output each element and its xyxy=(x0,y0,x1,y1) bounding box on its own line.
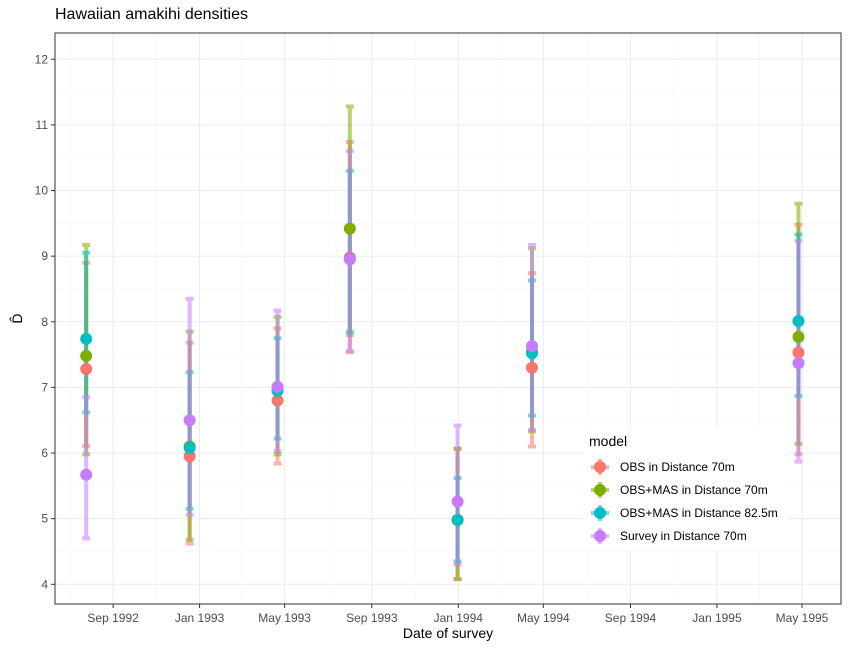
legend-key-point xyxy=(594,507,606,519)
data-point xyxy=(80,363,93,376)
data-point xyxy=(80,349,93,362)
legend-item: OBS+MAS in Distance 82.5m xyxy=(591,505,778,521)
legend-label: OBS in Distance 70m xyxy=(620,460,735,474)
legend-key-point xyxy=(594,461,606,473)
legend-label: OBS+MAS in Distance 70m xyxy=(620,483,768,497)
data-points xyxy=(80,222,805,526)
x-tick-label: Jan 1993 xyxy=(175,611,225,625)
data-point xyxy=(271,394,284,407)
error-bar xyxy=(82,250,91,415)
y-tick-label: 4 xyxy=(41,577,48,591)
legend-key-point xyxy=(594,530,606,542)
y-tick-label: 10 xyxy=(35,184,49,198)
y-tick-label: 12 xyxy=(35,52,49,66)
error-bar xyxy=(185,296,194,517)
data-point xyxy=(792,315,805,328)
legend-key xyxy=(591,528,609,544)
data-point xyxy=(792,357,805,370)
x-tick-label: Jan 1995 xyxy=(692,611,742,625)
data-point xyxy=(343,222,356,235)
plot-panel-border xyxy=(54,32,842,605)
x-axis-title: Date of survey xyxy=(403,625,493,641)
error-bar xyxy=(82,395,91,541)
legend-item: Survey in Distance 70m xyxy=(591,528,747,544)
y-axis-ticks: 4 5 6 7 8 9 10 11 12 xyxy=(35,52,55,591)
x-tick-label: Sep 1993 xyxy=(346,611,398,625)
legend-item: OBS+MAS in Distance 70m xyxy=(591,482,768,498)
y-tick-label: 6 xyxy=(41,446,48,460)
data-point xyxy=(183,450,196,463)
data-point xyxy=(792,346,805,359)
grid-major xyxy=(55,33,841,604)
x-tick-label: May 1993 xyxy=(258,611,311,625)
y-axis-title: D̂ xyxy=(9,313,25,323)
legend: model OBS in Distance 70m OBS+MAS in Dist… xyxy=(583,428,788,550)
data-point xyxy=(80,468,93,481)
legend-label: Survey in Distance 70m xyxy=(620,529,747,543)
x-tick-label: May 1995 xyxy=(776,611,829,625)
error-bar xyxy=(453,423,462,567)
error-bar xyxy=(527,242,536,433)
data-point xyxy=(183,441,196,454)
legend-background xyxy=(583,428,788,550)
data-point xyxy=(792,330,805,343)
data-point xyxy=(525,361,538,374)
data-point xyxy=(343,253,356,266)
y-tick-label: 7 xyxy=(41,380,48,394)
x-tick-label: Sep 1992 xyxy=(87,611,139,625)
y-tick-label: 9 xyxy=(41,249,48,263)
y-tick-label: 8 xyxy=(41,315,48,329)
y-tick-label: 5 xyxy=(41,512,48,526)
legend-items: OBS in Distance 70m OBS+MAS in Distance 7… xyxy=(591,459,778,544)
x-tick-label: Sep 1994 xyxy=(605,611,657,625)
legend-key xyxy=(591,505,609,521)
y-tick-label: 11 xyxy=(36,118,49,132)
legend-key xyxy=(591,459,609,475)
data-point xyxy=(451,513,464,526)
legend-label: OBS+MAS in Distance 82.5m xyxy=(620,506,778,520)
data-point xyxy=(271,380,284,393)
error-bars xyxy=(82,104,803,582)
data-point xyxy=(525,340,538,353)
legend-key xyxy=(591,482,609,498)
data-point xyxy=(80,332,93,345)
x-tick-label: Jan 1994 xyxy=(434,611,484,625)
legend-item: OBS in Distance 70m xyxy=(591,459,735,475)
error-bar xyxy=(345,149,354,354)
x-axis-ticks: Sep 1992 Jan 1993 May 1993 Sep 1993 Jan 1994… xyxy=(87,604,829,625)
data-point xyxy=(451,495,464,508)
legend-key-point xyxy=(594,484,606,496)
data-point xyxy=(183,414,196,427)
chart-title: Hawaiian amakihi densities xyxy=(55,6,248,23)
x-tick-label: May 1994 xyxy=(517,611,570,625)
legend-title: model xyxy=(589,433,627,449)
